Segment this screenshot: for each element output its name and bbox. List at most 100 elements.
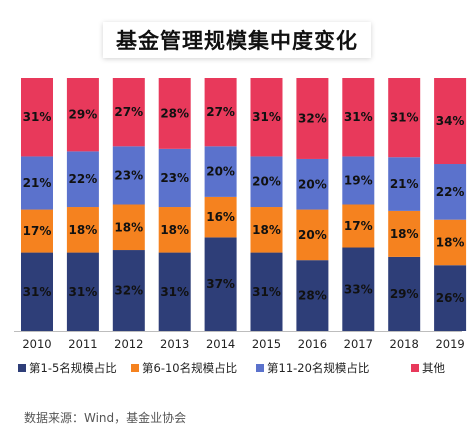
data-label-2011-s4: 29%: [69, 108, 98, 122]
data-label-2019-s4: 34%: [436, 114, 465, 128]
x-tick-label-2013: 2013: [160, 337, 189, 351]
data-label-2012-s2: 18%: [114, 220, 143, 234]
bar-segment-2016-s2: [296, 209, 329, 261]
data-label-2015-s2: 18%: [252, 223, 281, 237]
data-label-2010-s3: 21%: [23, 176, 52, 190]
x-tick-label-2018: 2018: [390, 337, 419, 351]
chart-title-box: 基金管理规模集中度变化: [103, 22, 371, 58]
data-label-2019-s1: 26%: [436, 291, 465, 305]
bar-segment-2010-s1: [21, 252, 53, 331]
bar-segment-2017-s4: [342, 78, 375, 157]
x-tick-label-2017: 2017: [344, 337, 373, 351]
bar-segment-2013-s2: [158, 207, 191, 253]
x-tick-label-2010: 2010: [22, 337, 51, 351]
bar-segment-2010-s3: [21, 156, 53, 210]
bar-segment-2019-s1: [434, 265, 467, 331]
bar-segment-2012-s2: [112, 204, 145, 251]
bar-segment-2012-s4: [112, 78, 145, 147]
bar-segment-2013-s1: [158, 252, 191, 331]
bar-segment-2016-s3: [296, 158, 329, 210]
data-label-2015-s3: 20%: [252, 175, 281, 189]
data-label-2013-s1: 31%: [160, 285, 189, 299]
data-label-2012-s3: 23%: [114, 168, 143, 182]
data-label-2016-s3: 20%: [298, 177, 327, 191]
data-label-2018-s3: 21%: [390, 177, 419, 191]
legend-label-4: 其他: [422, 361, 445, 375]
bar-segment-2015-s3: [250, 156, 283, 208]
data-label-2017-s4: 31%: [344, 110, 373, 124]
bar-segment-2012-s1: [112, 250, 145, 331]
x-tick-label-2014: 2014: [206, 337, 235, 351]
bar-segment-2015-s4: [250, 78, 283, 157]
data-label-2019-s2: 18%: [436, 235, 465, 249]
bar-segment-2011-s1: [66, 252, 99, 331]
bar-segment-2015-s1: [250, 252, 283, 331]
bar-segment-2016-s4: [296, 78, 329, 159]
data-label-2013-s3: 23%: [160, 171, 189, 185]
bar-segment-2014-s4: [204, 78, 237, 147]
bar-segment-2014-s3: [204, 146, 237, 197]
bar-segment-2018-s3: [388, 157, 421, 211]
legend-label-1: 第1-5名规模占比: [29, 361, 117, 375]
data-label-2010-s4: 31%: [23, 110, 52, 124]
data-label-2019-s3: 22%: [436, 185, 465, 199]
bar-segment-2014-s2: [204, 196, 237, 238]
x-tick-label-2019: 2019: [435, 337, 464, 351]
bar-segment-2019-s3: [434, 164, 467, 220]
data-label-2014-s2: 16%: [206, 210, 235, 224]
data-label-2014-s3: 20%: [206, 165, 235, 179]
bar-segment-2018-s1: [388, 256, 421, 331]
data-label-2010-s1: 31%: [23, 285, 52, 299]
data-label-2012-s4: 27%: [114, 105, 143, 119]
data-label-2018-s1: 29%: [390, 287, 419, 301]
source-note: 数据来源：Wind，基金业协会: [24, 411, 187, 425]
data-label-2017-s1: 33%: [344, 282, 373, 296]
legend-label-2: 第6-10名规模占比: [142, 361, 237, 375]
data-label-2015-s4: 31%: [252, 110, 281, 124]
legend-label-3: 第11-20名规模占比: [267, 361, 369, 375]
data-label-2018-s4: 31%: [390, 111, 419, 125]
data-label-2016-s2: 20%: [298, 228, 327, 242]
bar-segment-2014-s1: [204, 237, 237, 331]
data-label-2016-s4: 32%: [298, 111, 327, 125]
data-label-2013-s4: 28%: [160, 106, 189, 120]
legend-swatch-3: [256, 364, 264, 372]
data-label-2018-s2: 18%: [390, 227, 419, 241]
bar-segment-2019-s4: [434, 78, 467, 165]
bar-segment-2015-s2: [250, 207, 283, 253]
bar-segment-2011-s3: [66, 151, 99, 208]
bar-segment-2010-s2: [21, 209, 53, 253]
bar-segment-2017-s2: [342, 204, 375, 248]
bar-segment-2013-s3: [158, 148, 191, 208]
data-label-2013-s2: 18%: [160, 223, 189, 237]
x-tick-label-2015: 2015: [252, 337, 281, 351]
data-label-2017-s2: 17%: [344, 219, 373, 233]
data-label-2014-s4: 27%: [206, 105, 235, 119]
bar-segment-2017-s3: [342, 156, 375, 205]
data-label-2014-s1: 37%: [206, 277, 235, 291]
data-label-2011-s2: 18%: [69, 223, 98, 237]
x-tick-label-2012: 2012: [114, 337, 143, 351]
bar-segment-2019-s2: [434, 219, 467, 266]
bar-segment-2012-s3: [112, 146, 145, 205]
data-label-2015-s1: 31%: [252, 285, 281, 299]
bar-segment-2017-s1: [342, 247, 375, 331]
bar-segment-2011-s4: [66, 78, 99, 152]
legend-swatch-4: [411, 364, 419, 372]
bar-segment-2010-s4: [21, 78, 53, 157]
data-label-2010-s2: 17%: [23, 224, 52, 238]
chart-title: 基金管理规模集中度变化: [116, 29, 358, 53]
bar-segment-2018-s2: [388, 210, 421, 257]
data-label-2011-s3: 22%: [69, 172, 98, 186]
data-label-2016-s1: 28%: [298, 289, 327, 303]
legend-swatch-1: [18, 364, 26, 372]
x-tick-label-2011: 2011: [68, 337, 97, 351]
x-tick-label-2016: 2016: [298, 337, 327, 351]
data-label-2017-s3: 19%: [344, 173, 373, 187]
data-label-2012-s1: 32%: [114, 284, 143, 298]
bar-segment-2018-s4: [388, 78, 421, 158]
bar-segment-2011-s2: [66, 207, 99, 253]
legend-swatch-2: [131, 364, 139, 372]
